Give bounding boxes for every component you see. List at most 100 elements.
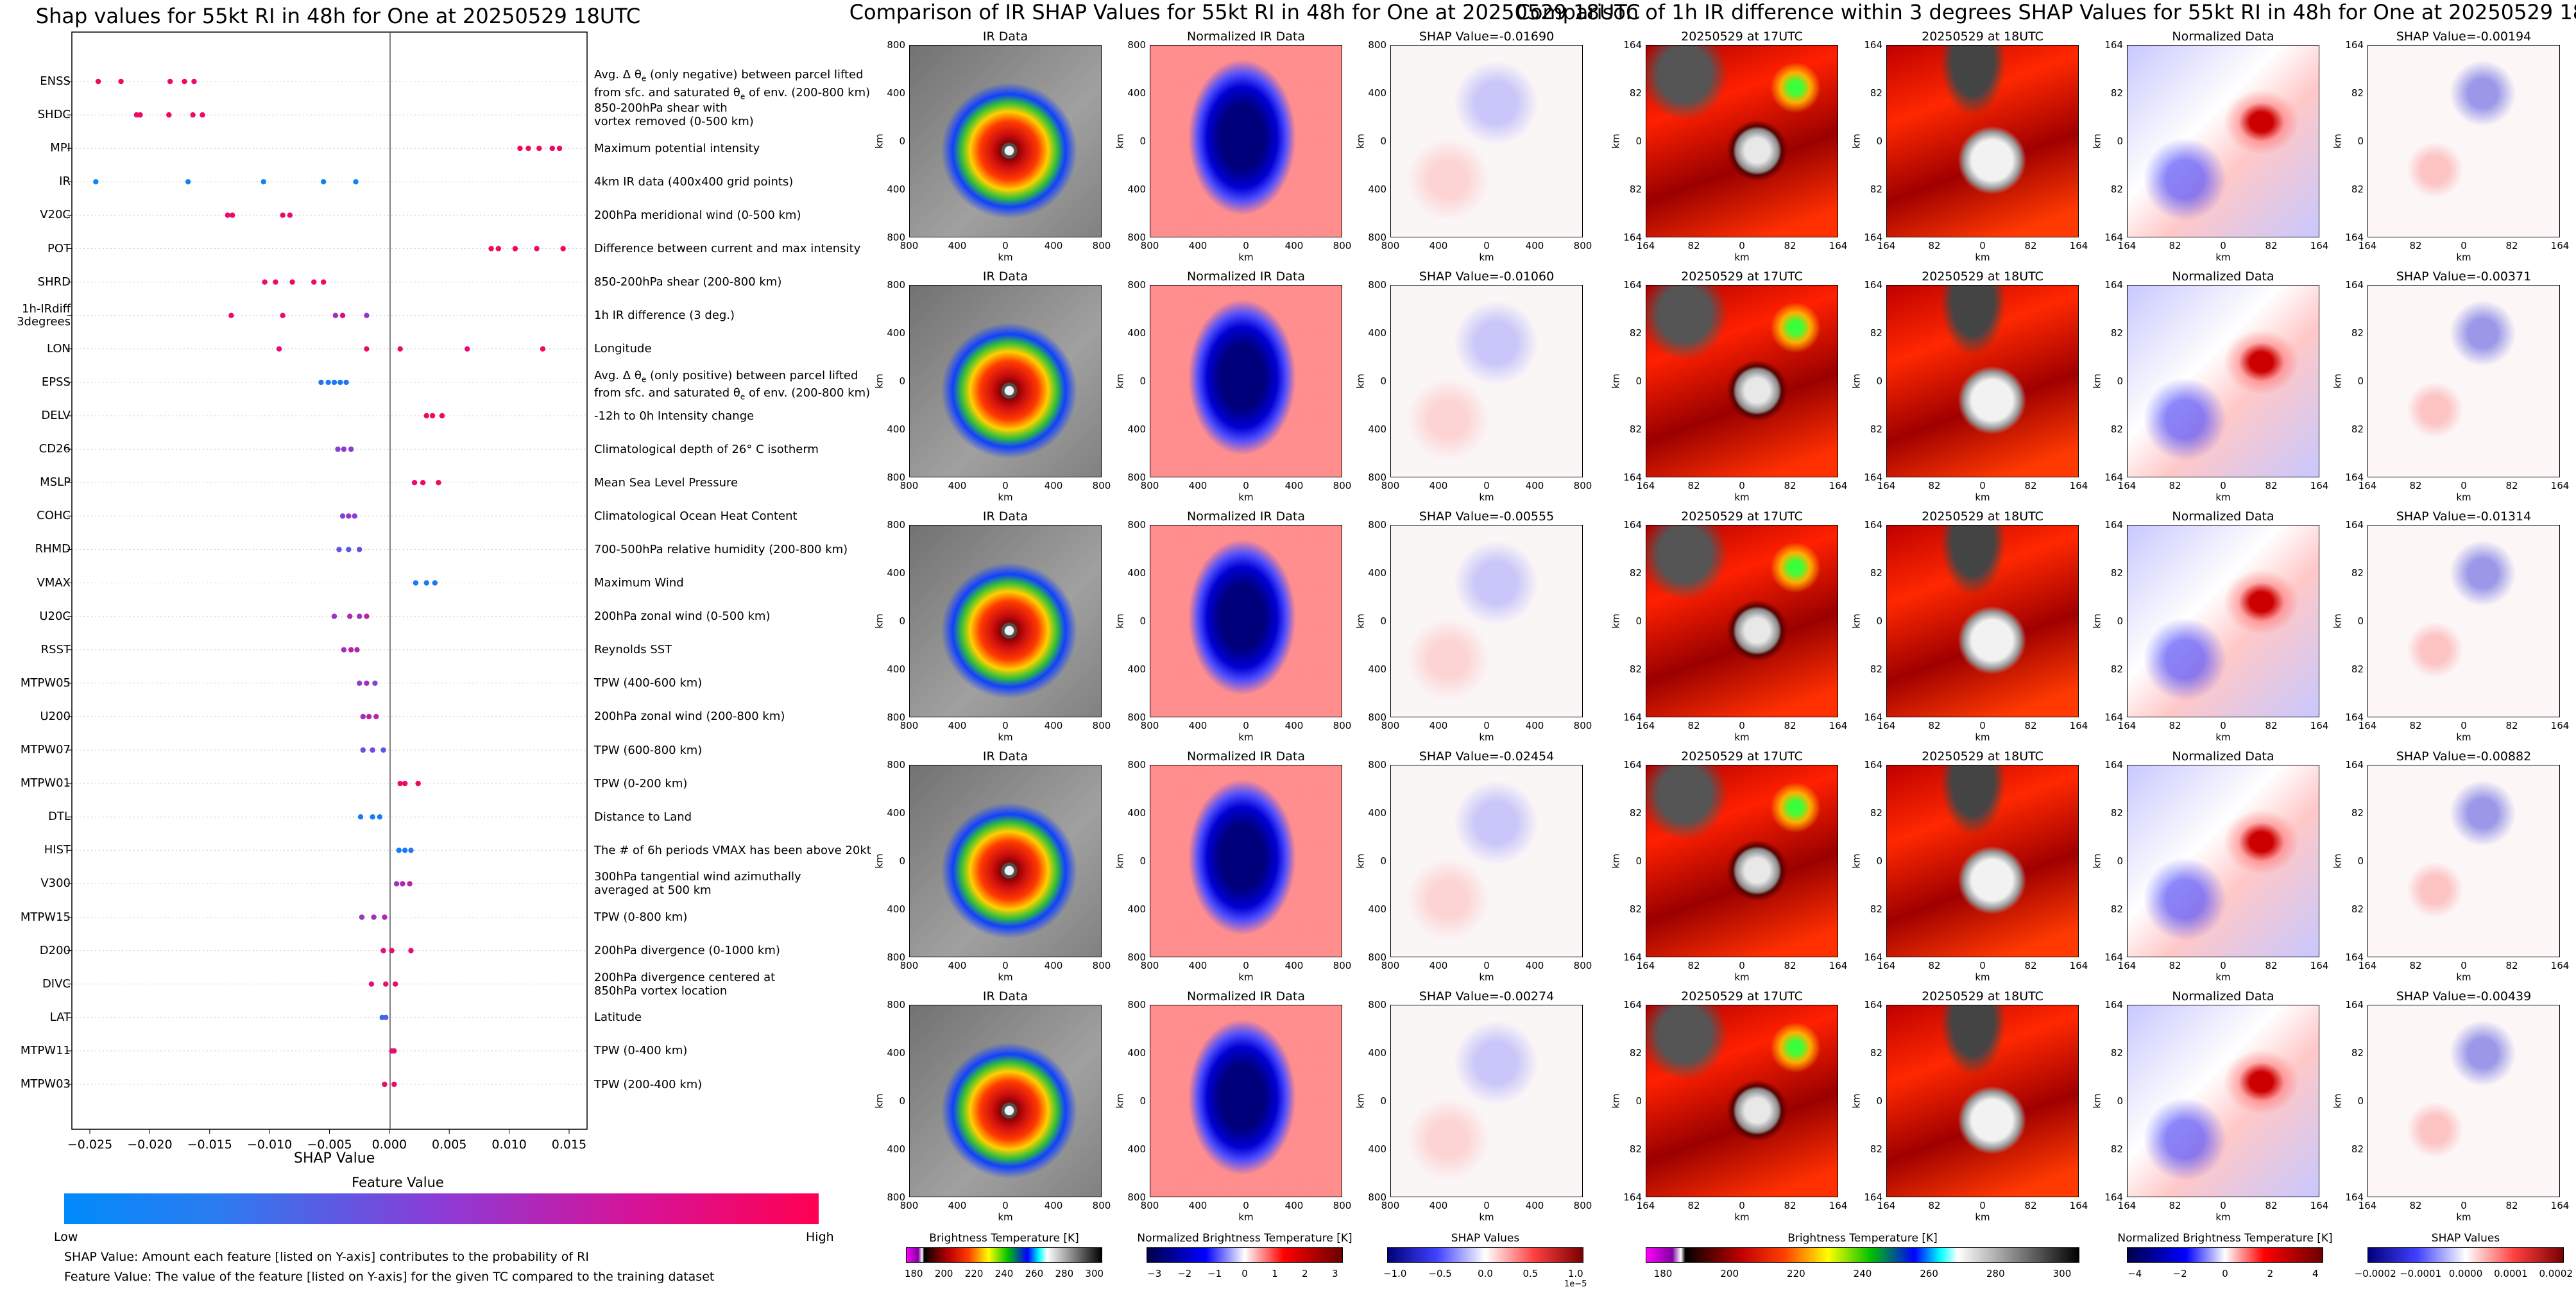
ir-shap-panel: [1390, 1005, 1583, 1197]
y-tick-label: 82: [1629, 567, 1642, 579]
x-tick-label: 400: [1044, 480, 1063, 491]
shap-point: [287, 212, 293, 218]
shap-point: [230, 212, 235, 218]
x-tick-label: 82: [1928, 240, 1941, 252]
normalized-diff-panel: [2127, 525, 2319, 717]
x-tick-label: 800: [900, 720, 919, 731]
x-tick-label: 82: [2505, 720, 2518, 731]
x-axis-label: km: [2215, 252, 2231, 263]
shap-point: [402, 780, 408, 787]
shap-point: [380, 948, 386, 953]
shap-point: [190, 112, 196, 118]
shap-point: [536, 146, 542, 151]
feature-label: MSLP: [40, 475, 71, 490]
colorbar: [906, 1247, 1102, 1263]
feature-label: U20C: [39, 609, 71, 623]
x-tick-label: 164: [2358, 1200, 2377, 1211]
y-tick-label: 800: [887, 279, 905, 291]
feature-colorbar-low: Low: [54, 1230, 78, 1244]
x-tick-label: 0: [1483, 1200, 1490, 1211]
shap-point: [371, 914, 377, 920]
shap-point: [93, 179, 99, 185]
colorbar-label: Normalized Brightness Temperature [K]: [1137, 1232, 1352, 1245]
x-axis-label: km: [1975, 252, 1990, 263]
y-tick-label: 800: [887, 712, 905, 723]
colorbar-tick: 0.0000: [2448, 1268, 2483, 1279]
x-tick-label: 0: [1739, 960, 1745, 971]
x-tick-label: 0.000: [372, 1138, 407, 1152]
x-tick-label: 800: [1092, 1200, 1111, 1211]
shap-point: [335, 446, 341, 452]
x-tick-label: 164: [1877, 480, 1896, 491]
x-axis-label: km: [1734, 971, 1750, 983]
y-tick-label: 0: [899, 615, 905, 627]
x-tick-label: 400: [1044, 960, 1063, 971]
y-tick-label: 164: [1864, 999, 1882, 1011]
x-tick-label: 400: [1429, 480, 1448, 491]
colorbar: [1646, 1247, 2079, 1263]
y-axis-label: km: [1610, 133, 1622, 149]
feature-label: D200: [39, 943, 71, 957]
shap-point: [137, 112, 143, 118]
x-tick-label: 164: [2550, 480, 2570, 491]
ir-18utc-panel: [1886, 525, 2079, 717]
panel-title: SHAP Value=-0.00194: [2396, 30, 2532, 44]
colorbar-tick: 260: [1025, 1268, 1044, 1279]
x-tick-label: 164: [2069, 720, 2088, 731]
x-axis-label: km: [1975, 731, 1990, 743]
diff-shap-panel: [2367, 765, 2560, 957]
y-tick-label: 82: [1870, 327, 1882, 339]
x-axis-label: km: [998, 252, 1013, 263]
shap-point: [391, 1048, 397, 1054]
colorbar-tick: −1: [1207, 1268, 1222, 1279]
y-tick-label: 164: [2345, 952, 2364, 963]
colorbar-tick: −3: [1147, 1268, 1162, 1279]
x-tick-label: 400: [1044, 720, 1063, 731]
y-tick-label: 400: [887, 807, 905, 819]
x-tick-label: 800: [1573, 480, 1592, 491]
y-tick-label: 82: [2110, 663, 2123, 675]
feature-description: 850-200hPa shear with vortex removed (0-5…: [594, 101, 754, 129]
y-tick-label: 164: [2104, 39, 2123, 51]
x-axis-label: km: [2215, 1211, 2231, 1223]
shap-point: [391, 1081, 397, 1088]
y-axis-label: km: [2091, 1093, 2103, 1109]
colorbar-label: SHAP Values: [2431, 1232, 2500, 1245]
y-tick-label: 400: [1127, 327, 1146, 339]
panel-title: 20250529 at 17UTC: [1681, 509, 1803, 524]
normalized-ir-panel: [1150, 45, 1342, 237]
shap-point: [182, 78, 187, 85]
diff-shap-panel: [2367, 525, 2560, 717]
y-tick-label: 0: [1139, 615, 1146, 627]
y-tick-label: 400: [1368, 184, 1386, 195]
panel-title: Normalized Data: [2172, 269, 2274, 284]
y-tick-label: 0: [2117, 615, 2123, 627]
x-axis-label: km: [2456, 252, 2471, 263]
shap-point: [364, 680, 370, 687]
y-tick-label: 0: [1635, 615, 1642, 627]
x-tick-label: 0: [1739, 240, 1745, 252]
shap-point: [389, 948, 395, 953]
y-tick-label: 82: [1629, 663, 1642, 675]
panel-title: SHAP Value=-0.02454: [1419, 749, 1555, 764]
feature-description: TPW (0-200 km): [594, 776, 688, 790]
colorbar-tick: 240: [1853, 1268, 1872, 1279]
feature-description: Avg. Δ θe (only negative) between parcel…: [594, 68, 871, 101]
feature-label: LAT: [49, 1010, 71, 1024]
y-tick-label: 82: [1629, 327, 1642, 339]
x-tick-label: −0.005: [307, 1138, 352, 1152]
panel-title: SHAP Value=-0.01690: [1419, 30, 1555, 44]
colorbar-tick: 220: [964, 1268, 984, 1279]
colorbar-tick: 3: [1331, 1268, 1338, 1279]
shap-point: [382, 914, 388, 920]
x-tick-label: 0: [2220, 480, 2226, 491]
shap-point: [166, 112, 172, 118]
y-tick-label: 82: [2110, 903, 2123, 915]
x-tick-label: 164: [1829, 240, 1848, 252]
x-tick-label: 400: [1188, 960, 1207, 971]
x-tick-label: 0: [1483, 720, 1490, 731]
x-axis-label: km: [1975, 971, 1990, 983]
x-tick-label: 164: [2069, 960, 2088, 971]
x-tick-label: 82: [2024, 480, 2037, 491]
x-tick-label: 164: [2550, 960, 2570, 971]
